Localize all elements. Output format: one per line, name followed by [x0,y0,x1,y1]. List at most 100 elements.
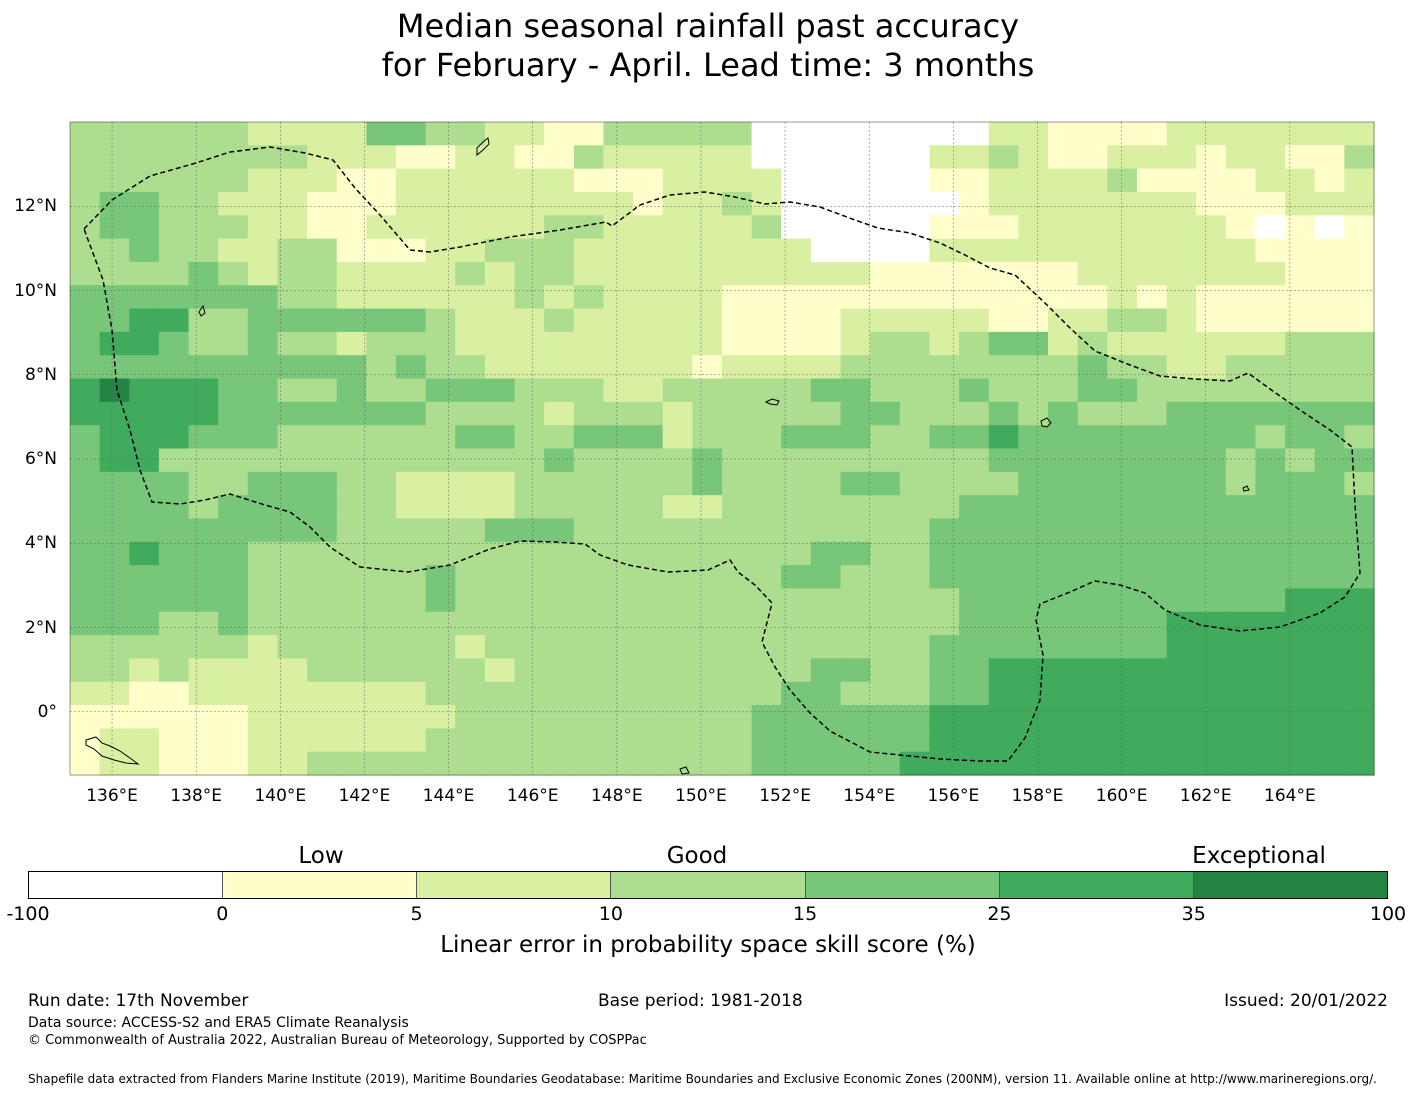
skill-cell [662,355,693,380]
skill-cell [484,331,516,356]
skill-cell [692,168,723,193]
skill-cell [959,518,990,543]
skill-cell [484,658,516,683]
skill-cell [99,122,130,146]
skill-cell [484,378,516,403]
skill-cell [929,285,960,310]
skill-cell [781,168,812,193]
skill-cell [455,355,486,380]
skill-cell [1285,215,1316,240]
skill-cell [396,331,427,356]
skill-cell [484,751,516,776]
skill-cell [1048,261,1079,286]
skill-cell [573,215,605,240]
skill-cell [959,635,990,659]
skill-cell [1018,145,1049,170]
skill-cell [603,331,634,356]
skill-cell [1255,401,1286,426]
skill-cell [781,635,812,659]
skill-cell [870,611,901,636]
skill-cell [514,331,545,356]
skill-cell [1048,401,1079,426]
skill-cell [603,705,634,729]
skill-cell [603,518,634,543]
skill-cell [751,658,782,683]
skill-cell [840,658,871,683]
longitude-tick-label: 164°E [1264,786,1316,806]
latitude-tick-label: 0° [37,701,57,722]
skill-cell [603,541,634,566]
skill-cell [188,588,219,613]
skill-cell [129,331,160,356]
skill-cell [366,145,397,170]
skill-cell [870,705,901,729]
skill-cell [1285,331,1316,356]
skill-cell [70,588,101,613]
skill-cell [129,122,160,146]
skill-cell [1196,588,1227,613]
skill-cell [1107,541,1138,566]
skill-cell [959,215,990,240]
skill-cell [722,635,753,659]
skill-cell [425,215,456,240]
skill-cell [959,191,990,216]
skill-cell [336,681,367,706]
skill-cell [1107,378,1138,403]
skill-cell [544,215,575,240]
skill-cell [99,191,130,216]
skill-cell [396,401,427,426]
skill-cell [988,471,1019,496]
skill-cell [1136,425,1168,450]
skill-cell [1285,191,1316,216]
skill-cell [1225,728,1257,753]
skill-cell [544,448,575,473]
skill-cell [336,308,367,333]
skill-cell [1314,705,1345,729]
skill-cell [633,518,664,543]
skill-cell [899,658,931,683]
skill-cell [870,448,901,473]
skill-cell [1166,728,1197,753]
skill-cell [1225,541,1257,566]
skill-cell [247,518,279,543]
skill-cell [573,261,605,286]
skill-cell [662,122,693,146]
skill-cell [870,635,901,659]
skill-cell [1018,448,1049,473]
skill-cell [573,448,605,473]
skill-cell [1077,355,1108,380]
skill-cell [840,541,871,566]
skill-cell [692,751,723,776]
skill-cell [277,261,308,286]
skill-cell [396,308,427,333]
skill-cell [218,518,249,543]
skill-cell [1285,238,1316,263]
skill-cell [781,448,812,473]
skill-cell [1077,588,1108,613]
skill-cell [129,308,160,333]
skill-cell [870,168,901,193]
skill-cell [1048,331,1079,356]
skill-cell [425,448,456,473]
skill-cell [218,401,249,426]
skill-cell [603,122,634,146]
skill-cell [899,401,931,426]
skill-cell [1285,448,1316,473]
skill-cell [899,238,931,263]
skill-cell [247,122,279,146]
skill-cell [544,238,575,263]
skill-cell [1285,681,1316,706]
skill-cell [1018,565,1049,590]
skill-cell [633,635,664,659]
skill-cell [1166,355,1197,380]
skill-cell [573,308,605,333]
skill-cell [1285,518,1316,543]
skill-cell [1255,355,1286,380]
skill-cell [396,681,427,706]
skill-cell [870,541,901,566]
skill-cell [1048,145,1079,170]
skill-cell [1048,215,1079,240]
skill-cell [1166,471,1197,496]
skill-cell [870,331,901,356]
skill-cell [425,331,456,356]
